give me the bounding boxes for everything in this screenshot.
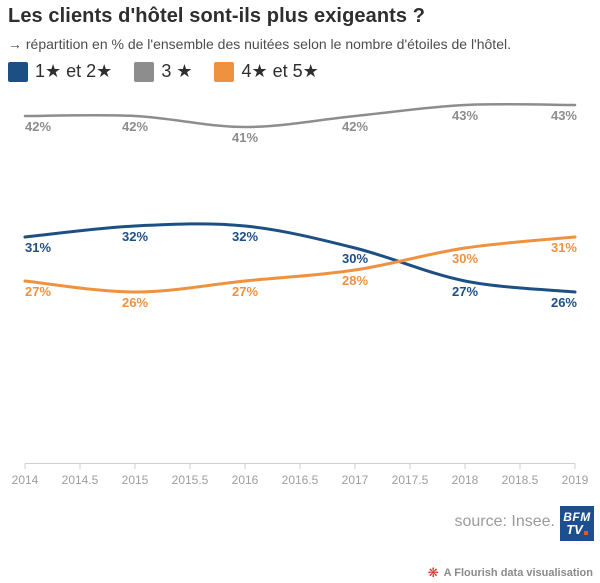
flourish-flower-icon: ❋: [427, 565, 439, 580]
data-point-label: 30%: [342, 251, 368, 266]
series-3: 27% 26% 27% 28% 30% 31%: [23, 235, 577, 310]
legend-item-3-stars: 3 ★: [134, 61, 192, 82]
x-axis-tick-label: 2018.5: [502, 473, 539, 487]
x-axis-tick-label: 2017: [342, 473, 369, 487]
bfmtv-logo-text-bottom: TV: [566, 523, 588, 536]
series-line: [23, 102, 577, 129]
legend-item-label: 3 ★: [161, 61, 193, 81]
x-axis-tick-label: 2016.5: [282, 473, 319, 487]
page-title: Les clients d'hôtel sont-ils plus exigea…: [8, 5, 426, 27]
data-point-label: 27%: [452, 284, 478, 299]
flourish-attribution-link[interactable]: ❋ A Flourish data visualisation: [428, 566, 593, 579]
page-subtitle: → répartition en % de l'ensemble des nui…: [8, 36, 511, 52]
data-point-label: 32%: [232, 229, 258, 244]
x-axis-tick-label: 2019: [562, 473, 589, 487]
series-1: 31% 32% 32% 30% 27% 26%: [23, 222, 577, 310]
x-axis-tick-label: 2016: [232, 473, 259, 487]
data-point-label: 32%: [122, 229, 148, 244]
legend-item-4-5-stars: 4★ et 5★: [214, 61, 319, 82]
series-2: 42% 42% 41% 42% 43% 43%: [23, 102, 577, 145]
series-line: [23, 222, 577, 294]
legend: 1★ et 2★ 3 ★ 4★ et 5★: [8, 61, 319, 82]
legend-swatch-gray: [134, 61, 155, 82]
x-axis: 2014 2014.5 2015 2015.5 2016 2016.5 2017 2017.5…: [12, 463, 589, 487]
data-point-label: 27%: [232, 284, 258, 299]
legend-item-label: 1★ et 2★: [35, 61, 113, 81]
flourish-attribution-text: A Flourish data visualisation: [443, 566, 593, 579]
legend-swatch-blue: [8, 61, 28, 82]
data-point-label: 42%: [122, 119, 148, 134]
x-axis-tick-label: 2018: [452, 473, 479, 487]
source-label: source: Insee.: [454, 513, 556, 530]
x-axis-tick-label: 2017.5: [392, 473, 429, 487]
data-point-label: 31%: [551, 240, 577, 255]
legend-item-label: 4★ et 5★: [241, 61, 319, 81]
bfmtv-logo-text-top: BFM: [563, 510, 591, 524]
bfmtv-logo-dot: [583, 531, 588, 535]
data-point-label: 30%: [452, 251, 478, 266]
data-point-label: 27%: [25, 284, 51, 299]
legend-item-1-2-stars: 1★ et 2★: [8, 61, 112, 82]
data-point-label: 31%: [25, 240, 51, 255]
x-axis-tick-label: 2014: [12, 473, 39, 487]
x-axis-tick-label: 2015: [122, 473, 149, 487]
series-line: [23, 235, 577, 294]
bfmtv-logo: BFM TV: [560, 506, 594, 541]
line-chart: 2014 2014.5 2015 2015.5 2016 2016.5 2017 2017.5…: [12, 102, 589, 487]
data-point-label: 43%: [551, 108, 577, 123]
x-axis-tick-label: 2015.5: [172, 473, 209, 487]
data-point-label: 26%: [122, 295, 148, 310]
data-point-label: 42%: [342, 119, 368, 134]
data-point-label: 42%: [25, 119, 51, 134]
data-point-label: 41%: [232, 130, 258, 145]
data-point-label: 43%: [452, 108, 478, 123]
legend-swatch-orange: [214, 61, 235, 82]
data-point-label: 28%: [342, 273, 368, 288]
data-point-label: 26%: [551, 295, 577, 310]
x-axis-tick-label: 2014.5: [62, 473, 99, 487]
